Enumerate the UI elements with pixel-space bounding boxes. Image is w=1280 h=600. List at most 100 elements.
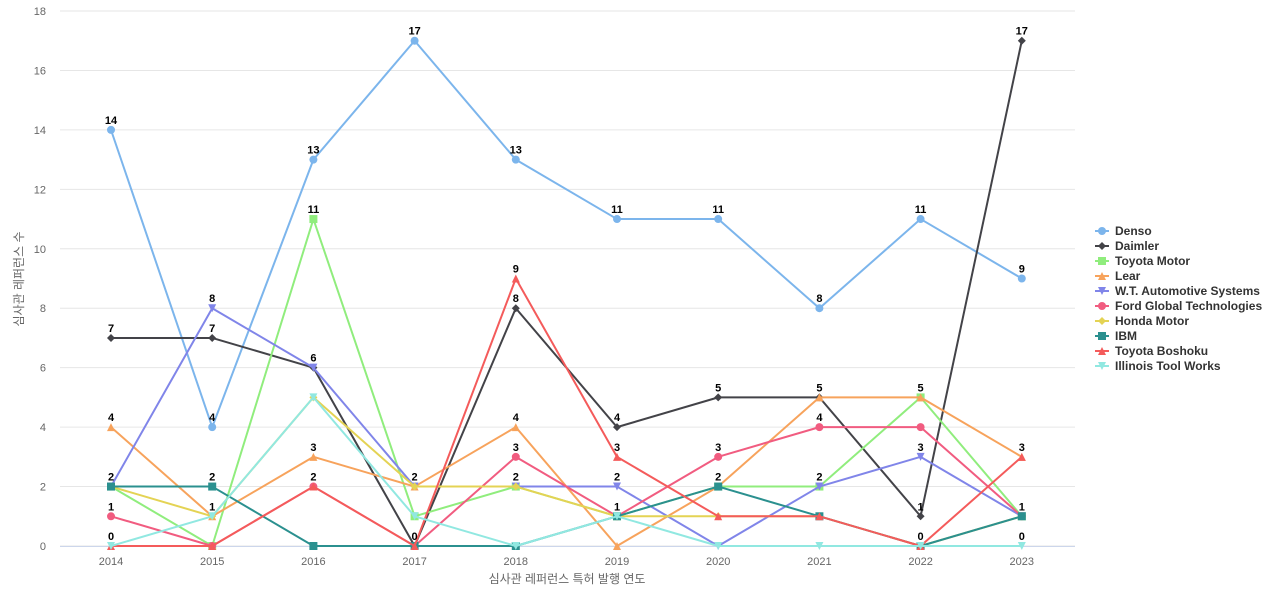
data-point: [613, 482, 621, 491]
data-point: [714, 215, 723, 224]
x-tick-label: 2016: [301, 556, 325, 568]
series-daimler: [107, 36, 1026, 550]
legend-item-ford-global-technologies[interactable]: Ford Global Technologies: [1095, 299, 1262, 313]
legend-label: IBM: [1115, 329, 1137, 343]
series-line: [111, 277, 1023, 547]
data-label: 4: [513, 412, 520, 424]
legend-label: Lear: [1115, 269, 1141, 283]
data-point: [107, 512, 115, 521]
data-point: [208, 304, 217, 313]
data-label: 2: [412, 472, 418, 484]
series-line: [110, 396, 1023, 547]
data-point: [511, 423, 520, 432]
x-tick-label: 2023: [1010, 556, 1034, 568]
data-label: 6: [310, 353, 316, 365]
y-tick-label: 0: [40, 541, 46, 553]
data-label: 9: [513, 264, 519, 276]
data-point: [511, 542, 520, 550]
data-label: 14: [105, 115, 118, 127]
y-tick-label: 18: [34, 6, 46, 18]
data-label: 8: [816, 293, 822, 305]
data-label: 2: [513, 472, 519, 484]
x-axis-title: 심사관 레퍼런스 특허 발행 연도: [489, 571, 646, 586]
data-point: [1017, 274, 1026, 283]
data-label: 11: [308, 204, 320, 216]
data-point: [309, 393, 318, 402]
data-label: 7: [108, 323, 114, 335]
series-denso: [107, 36, 1026, 432]
legend-item-toyota-boshoku[interactable]: Toyota Boshoku: [1095, 344, 1208, 358]
x-tick-label: 2018: [504, 556, 528, 568]
legend-item-toyota-motor[interactable]: Toyota Motor: [1095, 254, 1190, 268]
x-tick-label: 2017: [402, 556, 426, 568]
data-point: [410, 36, 419, 45]
data-label: 0: [918, 531, 924, 543]
data-point: [815, 423, 824, 432]
data-label: 13: [307, 145, 319, 157]
legend-item-lear[interactable]: Lear: [1095, 269, 1141, 283]
series-line: [110, 218, 1023, 547]
data-point: [916, 215, 925, 224]
data-label: 4: [816, 412, 823, 424]
legend-label: Illinois Tool Works: [1115, 359, 1221, 373]
legend-label: Toyota Motor: [1115, 254, 1190, 268]
data-point: [208, 482, 217, 491]
data-label: 8: [513, 293, 519, 305]
legend-item-ibm[interactable]: IBM: [1095, 329, 1137, 343]
data-label: 0: [412, 531, 418, 543]
data-point: [916, 423, 925, 432]
data-label: 17: [408, 26, 420, 38]
grid-layer: [60, 10, 1075, 547]
y-tick-label: 10: [34, 244, 46, 256]
data-label: 5: [918, 382, 924, 394]
legend-label: Honda Motor: [1115, 314, 1189, 328]
data-point: [714, 393, 723, 402]
series-line: [111, 40, 1023, 547]
data-label: 2: [816, 472, 822, 484]
y-tick-label: 12: [34, 184, 46, 196]
data-point: [309, 363, 318, 372]
legend-symbol-marker: [1098, 287, 1106, 295]
legend-symbol-marker: [1098, 362, 1106, 370]
data-label: 1: [614, 501, 620, 513]
x-tick-label: 2021: [807, 556, 831, 568]
data-point: [1017, 512, 1026, 521]
data-point: [714, 452, 723, 461]
data-label: 8: [209, 293, 215, 305]
series-ibm: [107, 482, 1026, 550]
data-point: [309, 215, 318, 224]
x-tick-label: 2022: [908, 556, 932, 568]
data-point: [613, 542, 621, 550]
data-point: [107, 423, 115, 432]
legend-symbol-marker: [1098, 332, 1106, 340]
data-point: [511, 155, 520, 164]
data-point: [309, 542, 318, 550]
legend-item-illinois-tool-works[interactable]: Illinois Tool Works: [1095, 359, 1221, 373]
data-point: [714, 482, 723, 491]
y-tick-label: 6: [40, 363, 46, 375]
series-line: [110, 39, 1023, 429]
data-point: [613, 423, 621, 432]
legend-item-denso[interactable]: Denso: [1095, 224, 1152, 238]
x-tick-label: 2014: [99, 556, 123, 568]
legend-item-daimler[interactable]: Daimler: [1095, 239, 1159, 253]
data-label: 17: [1016, 26, 1028, 38]
data-point: [916, 452, 925, 461]
data-label: 1: [1019, 501, 1025, 513]
data-point: [815, 512, 824, 521]
legend-symbol-marker: [1098, 317, 1106, 325]
data-label: 0: [108, 531, 114, 543]
legend-item-honda-motor[interactable]: Honda Motor: [1095, 314, 1189, 328]
data-point: [208, 542, 217, 550]
data-point: [107, 482, 115, 491]
data-point: [208, 333, 217, 342]
data-point: [613, 215, 621, 224]
legend-item-w-t-automotive-systems[interactable]: W.T. Automotive Systems: [1095, 284, 1260, 298]
data-label: 3: [1019, 442, 1025, 454]
x-tick-label: 2019: [605, 556, 629, 568]
legend-symbol-marker: [1098, 347, 1106, 355]
